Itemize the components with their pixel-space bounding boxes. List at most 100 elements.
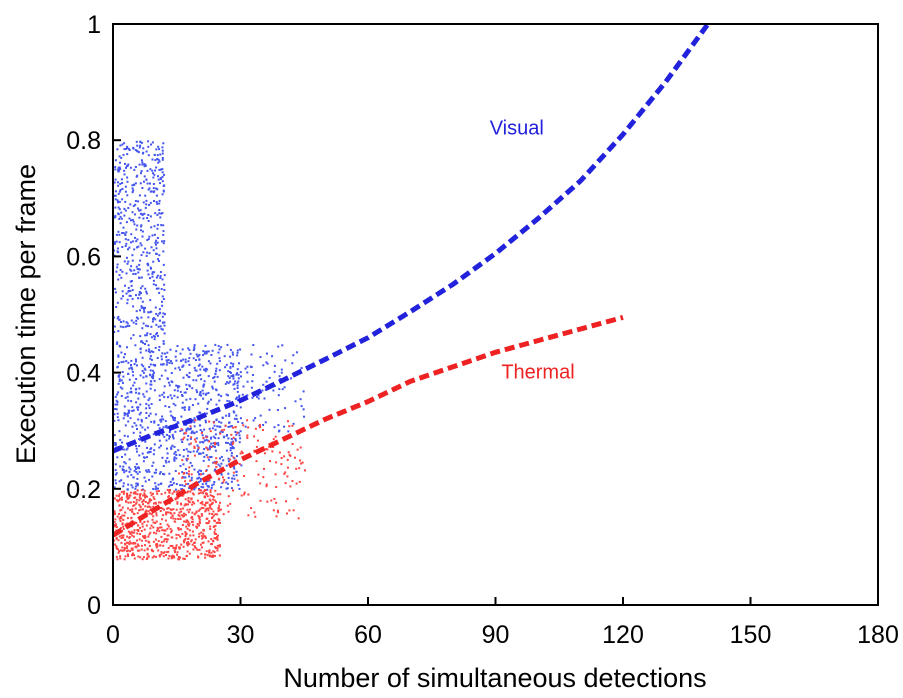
sample-point (236, 431, 239, 434)
sample-point (147, 145, 150, 148)
sample-point (155, 555, 158, 558)
sample-point (151, 272, 154, 275)
sample-point (171, 415, 174, 418)
sample-point (138, 209, 141, 212)
sample-point (121, 522, 124, 525)
sample-point (175, 537, 178, 540)
sample-point (150, 310, 153, 313)
sample-point (153, 471, 156, 474)
sample-point (140, 292, 142, 295)
sample-point (199, 478, 202, 480)
sample-point (299, 398, 302, 401)
sample-point (140, 316, 143, 319)
sample-point (135, 485, 138, 488)
sample-point (149, 363, 152, 366)
sample-point (139, 520, 142, 523)
sample-point (181, 459, 184, 462)
sample-point (150, 420, 153, 423)
sample-point (159, 523, 162, 525)
sample-point (122, 375, 125, 378)
sample-point (233, 382, 236, 385)
sample-point (201, 430, 204, 433)
sample-point (122, 485, 125, 488)
sample-point (196, 523, 199, 525)
sample-point (154, 413, 157, 416)
sample-point (205, 493, 208, 495)
sample-point (302, 408, 305, 411)
sample-point (138, 387, 141, 390)
sample-point (141, 426, 144, 429)
sample-point (189, 425, 192, 428)
sample-point (126, 413, 129, 416)
sample-point (147, 214, 150, 216)
sample-point (191, 387, 194, 390)
sample-point (139, 225, 142, 228)
sample-point (247, 514, 250, 517)
sample-point (259, 426, 261, 429)
sample-point (118, 169, 121, 172)
sample-point (216, 375, 219, 378)
sample-point (189, 442, 192, 445)
sample-point (217, 521, 220, 524)
sample-point (121, 506, 124, 509)
sample-point (225, 481, 228, 484)
sample-point (177, 514, 180, 517)
sample-point (125, 321, 128, 324)
sample-point (130, 400, 133, 403)
sample-point (183, 514, 186, 517)
sample-point (195, 430, 198, 433)
sample-point (176, 501, 179, 504)
sample-point (252, 419, 255, 422)
sample-point (168, 472, 171, 475)
sample-point (232, 375, 235, 378)
sample-point (266, 500, 269, 503)
sample-point (135, 319, 138, 322)
sample-point (210, 398, 212, 401)
sample-point (210, 508, 213, 511)
sample-point (155, 148, 158, 151)
sample-point (242, 424, 245, 427)
sample-point (187, 499, 190, 502)
sample-point (216, 549, 219, 552)
sample-point (192, 379, 195, 382)
sample-point (214, 373, 217, 376)
sample-point (147, 502, 149, 504)
sample-point (176, 490, 179, 493)
sample-point (264, 388, 267, 391)
sample-point (158, 472, 161, 475)
sample-point (175, 483, 178, 485)
sample-point (209, 430, 212, 433)
sample-point (250, 507, 252, 510)
sample-point (238, 487, 241, 490)
sample-point (176, 396, 179, 399)
sample-point (144, 535, 146, 537)
sample-point (172, 435, 174, 438)
sample-point (135, 447, 138, 450)
sample-point (142, 306, 145, 309)
sample-point (212, 525, 215, 528)
sample-point (146, 426, 149, 429)
sample-point (134, 203, 137, 206)
sample-point (193, 447, 196, 449)
sample-point (128, 470, 131, 473)
sample-point (164, 313, 166, 316)
sample-point (257, 397, 260, 400)
sample-point (194, 419, 197, 422)
sample-point (113, 325, 116, 328)
sample-point (119, 325, 122, 328)
sample-point (130, 233, 133, 236)
sample-point (182, 515, 185, 518)
sample-point (123, 207, 126, 210)
sample-point (114, 479, 117, 482)
sample-point (232, 436, 235, 439)
sample-point (209, 491, 212, 494)
sample-point (135, 468, 137, 470)
sample-point (224, 382, 227, 385)
sample-point (122, 153, 125, 156)
sample-point (126, 535, 129, 538)
sample-point (166, 527, 169, 530)
sample-point (161, 529, 164, 532)
sample-point (131, 218, 134, 221)
sample-point (142, 503, 144, 506)
